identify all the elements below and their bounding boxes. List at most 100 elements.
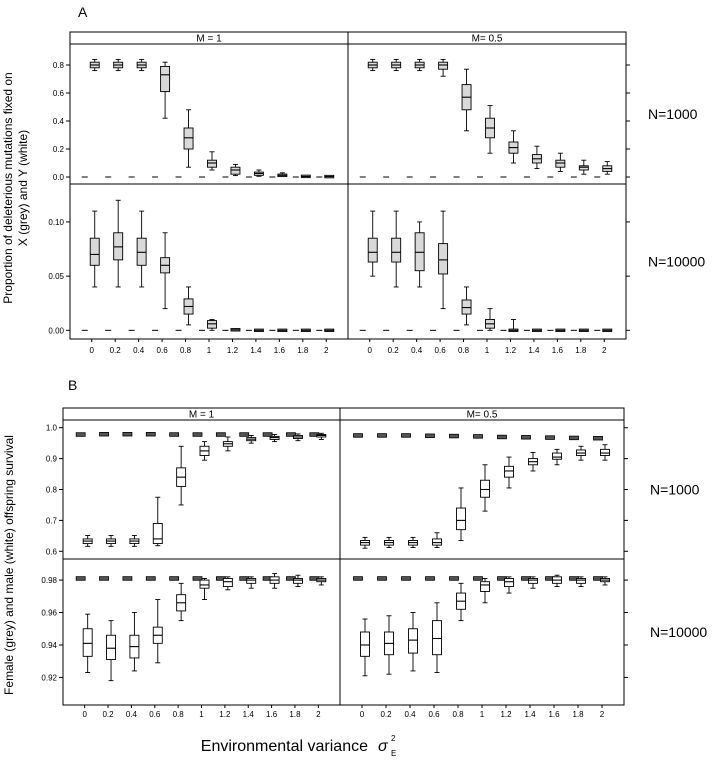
box-white-b-3-7-box — [528, 578, 538, 584]
box-grey-b-1-1 — [377, 433, 387, 438]
ytick-label-a-0-1: 0.2 — [53, 145, 65, 154]
box-grey-a-3-3-box — [438, 243, 449, 275]
box-grey-a-1-3 — [438, 58, 449, 77]
box-white-b-1-3 — [432, 532, 442, 549]
ylabel-b: Female (grey) and male (white) offspring… — [2, 435, 16, 695]
box-white-b-3-2 — [408, 612, 418, 672]
box-grey-a-1-8 — [555, 152, 566, 172]
ytick-label-b-0-1: 0.7 — [46, 516, 58, 525]
box-grey-b-1-0 — [353, 433, 363, 438]
xtick-label-b-1-10: 2 — [600, 710, 605, 719]
xtick-label-a-1-10: 2 — [602, 346, 607, 355]
box-grey-a-2-5 — [207, 319, 217, 331]
box-white-b-0-2 — [129, 535, 140, 547]
box-grey-b-0-1 — [99, 432, 109, 437]
box-grey-a-3-0 — [367, 210, 378, 277]
box-white-b-2-1 — [106, 620, 116, 682]
box-grey-a-2-4 — [183, 286, 194, 326]
box-grey-b-0-2 — [122, 432, 133, 437]
box-white-b-2-6-box — [222, 578, 233, 588]
facet-frame-a-0-1 — [347, 43, 627, 185]
x-axis-label: Environmental variance — [201, 738, 368, 755]
box-grey-a-3-1-box — [391, 237, 402, 263]
box-grey-a-3-7 — [531, 328, 542, 333]
box-white-b-0-5 — [199, 441, 210, 461]
box-grey-b-0-6 — [215, 432, 226, 437]
box-grey-b-3-3 — [425, 576, 435, 581]
box-white-b-1-6-box — [504, 465, 514, 478]
xtick-label-b-0-2: 0.4 — [126, 710, 138, 719]
xtick-label-b-0-8: 1.6 — [266, 710, 278, 719]
box-grey-b-0-9 — [286, 432, 296, 437]
box-white-b-1-8 — [552, 448, 562, 466]
box-grey-b-0-3 — [145, 432, 156, 437]
xtick-label-b-1-5: 1 — [480, 710, 485, 719]
box-grey-a-2-6 — [230, 328, 241, 332]
xtick-label-b-0-9: 1.8 — [289, 710, 301, 719]
ytick-label-b-0-4: 1.0 — [46, 424, 58, 433]
ytick-label-a-0-4: 0.8 — [53, 61, 65, 70]
panel-letter-b: B — [68, 377, 77, 393]
ytick-label-a-0-3: 0.6 — [53, 89, 65, 98]
box-white-b-1-9 — [576, 445, 586, 461]
box-grey-a-3-3 — [438, 210, 449, 310]
ytick-label-b-1-3: 0.98 — [41, 576, 57, 585]
facet-frame-a-1-0 — [69, 183, 349, 340]
xtick-label-b-0-6: 1.2 — [219, 710, 231, 719]
box-white-b-2-9-box — [293, 578, 303, 584]
box-white-b-0-3 — [152, 496, 163, 547]
facet-frame-a-1-1 — [347, 183, 627, 340]
ytick-label-a-0-0: 0.0 — [53, 173, 65, 182]
box-grey-b-2-2 — [122, 576, 133, 581]
box-grey-b-1-2 — [401, 433, 411, 438]
box-white-b-2-5-box — [199, 579, 210, 589]
box-white-b-0-10 — [316, 432, 327, 440]
box-white-b-2-10 — [316, 576, 327, 586]
ylabel-a-line1: Proportion of deleterious mutations fixe… — [1, 72, 15, 303]
box-grey-a-0-2 — [136, 58, 147, 72]
box-grey-a-0-4-box — [183, 127, 194, 150]
facet-a-0 — [81, 58, 335, 179]
box-grey-a-3-9 — [578, 328, 589, 333]
xtick-label-a-0-7: 1.4 — [250, 346, 262, 355]
box-grey-a-3-2 — [414, 221, 425, 288]
strip-label-a-1: M= 0.5 — [472, 34, 503, 45]
box-grey-a-2-10 — [324, 328, 335, 333]
xtick-label-a-0-6: 1.2 — [227, 346, 239, 355]
xtick-label-b-1-3: 0.6 — [428, 710, 440, 719]
xtick-label-a-0-1: 0.2 — [110, 346, 122, 355]
xtick-label-b-1-6: 1.2 — [500, 710, 512, 719]
box-grey-a-1-5 — [485, 105, 495, 154]
xtick-label-a-0-5: 1 — [207, 346, 212, 355]
box-grey-a-3-6 — [508, 319, 519, 333]
box-white-b-1-6 — [504, 456, 514, 489]
xtick-label-b-0-3: 0.6 — [149, 710, 161, 719]
panel-letter-a: A — [78, 4, 88, 20]
box-grey-a-0-5 — [207, 151, 217, 171]
box-grey-a-1-0 — [367, 58, 378, 72]
box-grey-a-2-0-box — [89, 237, 100, 266]
xtick-label-b-1-7: 1.4 — [524, 710, 536, 719]
row-label-a-1: N=10000 — [648, 254, 705, 270]
box-grey-b-0-8 — [262, 432, 273, 437]
box-white-b-3-0 — [360, 618, 370, 677]
box-grey-b-0-7 — [239, 432, 250, 437]
box-grey-a-1-7 — [531, 145, 542, 170]
box-white-b-2-1-box — [106, 634, 116, 661]
box-white-b-0-4 — [176, 445, 187, 506]
box-grey-b-1-3 — [425, 433, 435, 438]
box-white-b-2-6 — [222, 576, 233, 591]
ytick-label-b-0-3: 0.9 — [46, 455, 58, 464]
box-white-b-3-3-box — [432, 620, 442, 656]
ytick-label-a-1-0: 0.00 — [48, 326, 64, 335]
box-white-b-3-9 — [576, 576, 586, 588]
box-grey-a-1-4 — [461, 68, 472, 132]
box-grey-b-0-4 — [169, 432, 180, 437]
xtick-label-b-0-10: 2 — [316, 710, 321, 719]
box-grey-b-3-0 — [353, 576, 363, 581]
facet-a-1 — [359, 58, 613, 178]
xtick-label-a-1-9: 1.8 — [575, 346, 587, 355]
xtick-label-b-0-5: 1 — [199, 710, 204, 719]
xtick-label-b-1-2: 0.4 — [404, 710, 416, 719]
box-grey-a-3-0-box — [367, 237, 378, 263]
